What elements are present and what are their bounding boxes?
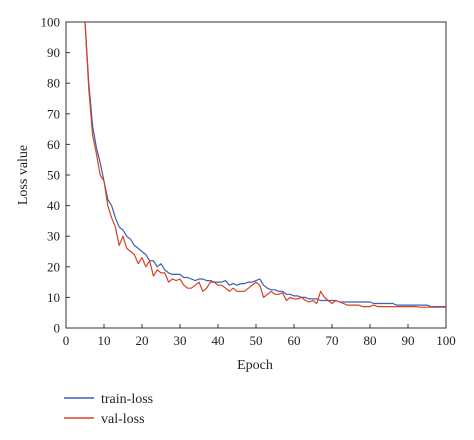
train-loss-legend-label: train-loss	[101, 392, 153, 407]
x-tick-label: 10	[98, 333, 111, 348]
x-tick-label: 40	[212, 333, 225, 348]
x-tick-label: 0	[63, 333, 70, 348]
y-tick-label: 60	[47, 137, 60, 152]
x-axis-label: Epoch	[237, 358, 273, 373]
x-tick-label: 80	[364, 333, 377, 348]
y-tick-label: 30	[47, 229, 60, 244]
y-tick-label: 80	[47, 76, 60, 91]
x-tick-label: 60	[288, 333, 301, 348]
x-tick-label: 50	[250, 333, 263, 348]
x-tick-label: 20	[136, 333, 149, 348]
x-tick-label: 70	[326, 333, 339, 348]
y-tick-label: 20	[47, 259, 60, 274]
y-tick-label: 40	[47, 198, 60, 213]
train-loss-line	[84, 22, 446, 308]
y-tick-label: 90	[47, 45, 60, 60]
y-tick-label: 0	[54, 321, 61, 336]
y-tick-label: 70	[47, 106, 60, 121]
x-tick-label: 100	[436, 333, 456, 348]
y-tick-label: 10	[47, 290, 60, 305]
y-tick-label: 50	[47, 168, 60, 183]
legend: train-loss val-loss	[64, 392, 153, 427]
y-axis-label: Loss value	[16, 145, 31, 205]
x-tick-label: 30	[174, 333, 187, 348]
val-loss-line	[84, 22, 446, 308]
x-tick-label: 90	[402, 333, 415, 348]
y-tick-label: 100	[41, 15, 61, 30]
val-loss-legend-label: val-loss	[101, 412, 145, 427]
